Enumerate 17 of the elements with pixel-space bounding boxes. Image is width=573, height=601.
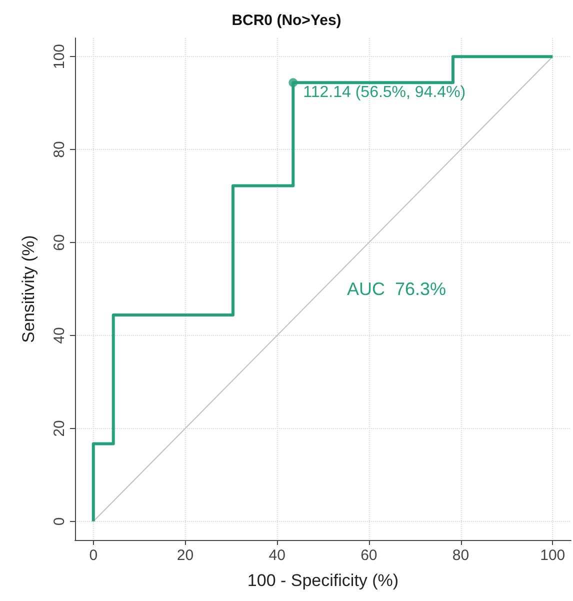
- y-tick-label: 60: [51, 234, 68, 251]
- annotation: 112.14 (56.5%, 94.4%): [303, 84, 466, 102]
- y-axis-title: Sensitivity (%): [19, 235, 38, 343]
- y-tick-label: 20: [51, 420, 68, 437]
- x-tick-label: 20: [176, 547, 194, 564]
- annotation: AUC 76.3%: [346, 279, 446, 299]
- chart-title: BCR0 (No>Yes): [232, 12, 342, 29]
- x-axis-title: 100 - Specificity (%): [247, 571, 399, 590]
- x-tick-label: 60: [360, 547, 378, 564]
- y-tick-label: 100: [51, 44, 68, 70]
- x-tick-label: 80: [452, 547, 470, 564]
- x-tick-label: 0: [89, 547, 98, 564]
- y-tick-label: 80: [51, 141, 68, 158]
- y-tick-label: 40: [51, 327, 68, 344]
- x-tick-label: 40: [268, 547, 286, 564]
- y-tick-label: 0: [51, 517, 68, 526]
- x-tick-label: 100: [540, 547, 566, 564]
